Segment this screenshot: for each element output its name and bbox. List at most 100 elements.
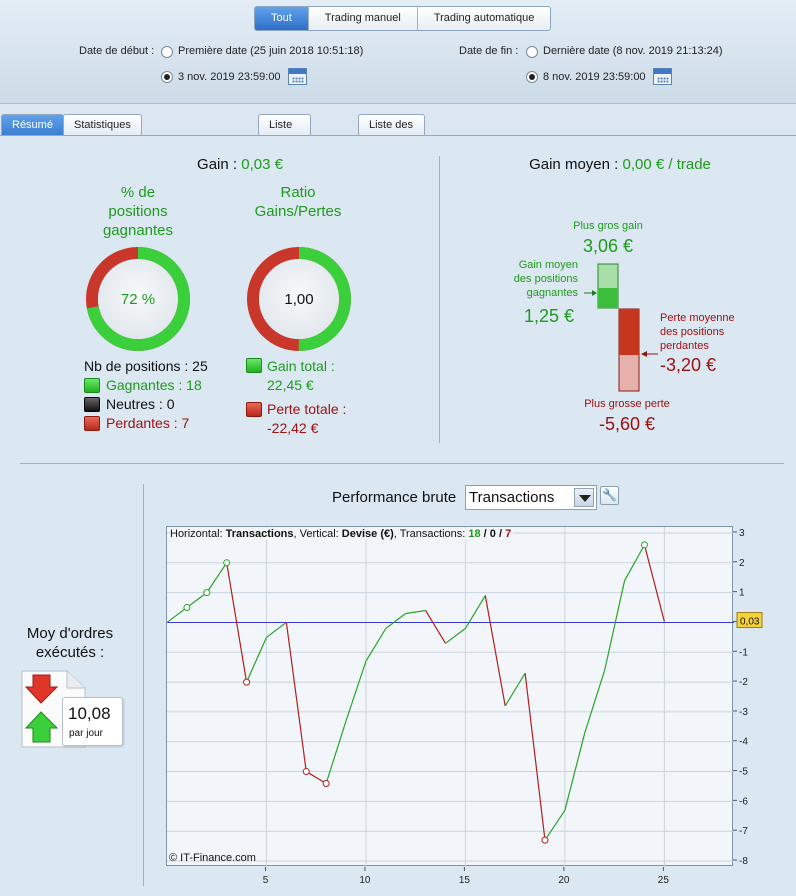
series-segment	[305, 771, 327, 785]
segment-tout[interactable]: Tout	[255, 7, 309, 30]
plus-gros-gain-label: Plus gros gain	[573, 220, 643, 232]
end-last-date-radio[interactable]	[526, 46, 538, 58]
last-value-badge	[736, 612, 763, 629]
y-tick-label: 1	[739, 588, 745, 599]
gain-total-label: Gain total :	[267, 358, 335, 374]
x-tick-label: 25	[658, 875, 670, 886]
performance-select[interactable]: Transactions	[465, 485, 597, 510]
win-pct-title: % de positions gagnantes	[68, 183, 208, 240]
date-filter-header: Tout Trading manuel Trading automatique …	[0, 0, 796, 104]
series-segment	[504, 672, 526, 707]
series-segment	[425, 610, 447, 644]
summary-panel: Gain : 0,03 € % de positions gagnantes 7…	[0, 135, 796, 896]
plus-gros-gain-value: 3,06 €	[582, 236, 634, 256]
chart-info-tx: , Transactions:	[393, 528, 469, 540]
x-tick-label: 10	[359, 875, 371, 886]
win-pct-donut-center	[98, 259, 178, 339]
orders-card: 10,08 par jour	[21, 670, 123, 748]
win-pct-title-line2: positions	[108, 203, 168, 220]
series-segment	[385, 613, 407, 629]
start-custom-date-radio[interactable]	[161, 71, 173, 83]
neutres-text: Neutres : 0	[106, 396, 175, 412]
end-date-value[interactable]: 8 nov. 2019 23:59:00	[543, 71, 646, 83]
ratio-title: Ratio Gains/Pertes	[228, 183, 368, 221]
series-point	[302, 768, 310, 776]
perte-totale-value: -22,42 €	[267, 420, 319, 436]
perte-moyenne-line1: Perte moyenne	[660, 312, 735, 324]
gain-value: 0,03 €	[241, 156, 283, 173]
series-segment	[325, 720, 347, 784]
chart-info-sep2: /	[495, 528, 506, 540]
win-pct-donut	[86, 247, 190, 351]
series-segment	[484, 595, 506, 707]
gain-total-swatch	[246, 358, 262, 373]
gagnantes-swatch	[84, 378, 100, 393]
perdantes-text: Perdantes : 7	[106, 415, 190, 431]
nb-positions: Nb de positions : 25	[84, 358, 208, 374]
series-segment	[624, 544, 645, 581]
performance-title: Performance brute	[332, 489, 457, 506]
x-tick-label: 5	[263, 875, 269, 886]
perte-moyenne-line2: des positions	[660, 326, 725, 338]
series-segment	[445, 627, 466, 644]
series-point	[203, 589, 211, 597]
series-segment	[206, 562, 228, 593]
end-date-label: Date de fin :	[459, 45, 519, 57]
chart-copyright: © IT-Finance.com	[169, 852, 256, 864]
series-segment	[246, 637, 268, 683]
ratio-title-line2: Gains/Pertes	[254, 203, 342, 220]
start-date-value[interactable]: 3 nov. 2019 23:59:00	[178, 71, 281, 83]
start-first-date-option[interactable]: Première date (25 juin 2018 10:51:18)	[178, 45, 364, 57]
end-last-date-option[interactable]: Dernière date (8 nov. 2019 21:13:24)	[543, 45, 723, 57]
gain-moyen-positions-line1: Gain moyen	[518, 259, 578, 271]
series-point	[223, 559, 231, 567]
y-tick-label: -1	[739, 647, 748, 658]
tab-statistiques[interactable]: Statistiques des positions clôturées	[63, 114, 142, 191]
sell-arrow-icon	[24, 674, 59, 704]
chart-y-axis: 3210-1-2-3-4-5-6-7-80,03	[733, 528, 763, 867]
win-pct-title-line3: gagnantes	[102, 222, 174, 239]
gain-heading: Gain : 0,03 €	[130, 156, 350, 173]
chart-info-line: Horizontal: Transactions, Vertical: Devi…	[170, 528, 514, 540]
series-point	[541, 836, 549, 844]
ratio-donut-center	[259, 259, 339, 339]
perte-totale-label: Perte totale :	[267, 401, 347, 417]
series-point	[322, 779, 330, 787]
start-first-date-radio[interactable]	[161, 46, 173, 58]
series-segment	[584, 669, 606, 733]
end-custom-date-radio[interactable]	[526, 71, 538, 83]
x-tick-label: 15	[459, 875, 471, 886]
series-point	[640, 541, 648, 549]
orders-title-line1: Moy d'ordres	[26, 625, 114, 642]
tab-liste-positions[interactable]: Liste des positions clôturées	[358, 114, 425, 171]
segment-trading-manuel[interactable]: Trading manuel	[309, 7, 418, 30]
wrench-icon[interactable]: 🔧	[600, 486, 619, 505]
chart-info-win-count: 18	[468, 528, 481, 540]
y-tick-label: -7	[739, 826, 748, 837]
gain-total-value: 22,45 €	[267, 377, 314, 393]
perte-moyenne-label: Perte moyenne des positions perdantes	[660, 311, 735, 353]
tab-liste-ordres[interactable]: Liste des ordres	[258, 114, 312, 171]
series-point	[243, 678, 251, 686]
gain-moyen-heading: Gain moyen : 0,00 € / trade	[480, 156, 760, 173]
end-calendar-icon[interactable]	[653, 68, 672, 85]
chart-info-vertical: Devise (€)	[341, 528, 394, 540]
ratio-donut-win	[247, 247, 351, 351]
chart-info-prefix: Horizontal:	[170, 528, 226, 540]
performance-chart-svg	[167, 527, 734, 867]
chart-x-axis: 5 10 15 20 25	[263, 867, 670, 886]
chevron-down-icon[interactable]	[574, 488, 594, 507]
tab-resume[interactable]: Résumé	[1, 114, 64, 136]
start-calendar-icon[interactable]	[288, 68, 307, 85]
gagnantes-text: Gagnantes : 18	[106, 377, 202, 393]
orders-value: 10,08	[68, 704, 111, 723]
avg-gain-bar	[598, 288, 618, 308]
y-tick-label: -6	[739, 796, 748, 807]
performance-chart: Horizontal: Transactions, Vertical: Devi…	[166, 526, 734, 867]
last-value-label: 0,03	[740, 617, 760, 628]
gain-moyen-positions-line3: gagnantes	[526, 287, 578, 299]
win-pct-value: 72 %	[120, 291, 156, 308]
series-segment	[345, 661, 367, 722]
gain-moyen-positions-label: Gain moyen des positions gagnantes	[494, 258, 578, 300]
segment-trading-automatique[interactable]: Trading automatique	[433, 12, 535, 24]
